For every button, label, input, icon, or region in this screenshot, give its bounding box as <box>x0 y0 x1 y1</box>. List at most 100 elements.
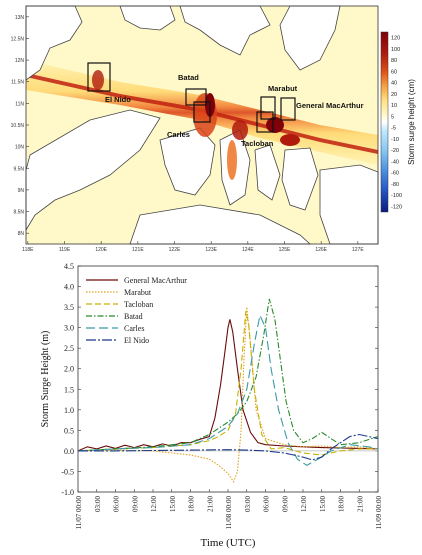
plot-frame <box>77 265 379 493</box>
legend-label: Carles <box>124 324 144 333</box>
y-tick-label: 2.5 <box>64 344 74 353</box>
lon-tick-label: 118E <box>22 247 34 253</box>
colorbar-tick-label: -100 <box>391 193 402 199</box>
label-general-macarthur: General MacArthur <box>296 101 364 110</box>
y-tick-label: 4.5 <box>64 262 74 271</box>
land-mindanao <box>319 164 379 245</box>
x-tick-label: 11/08 00:00 <box>225 496 233 530</box>
colorbar-tick-label: -10 <box>391 137 399 143</box>
series-line-marabut <box>77 307 379 483</box>
y-axis-ticks: -1.0 -0.5 0.0 0.5 1.0 1.5 2.0 2.5 3.0 3.5 4.0 4.5 <box>61 262 378 497</box>
colorbar-tick-label: -120 <box>391 204 402 210</box>
label-marabut: Marabut <box>268 84 298 93</box>
x-tick-label: 18:00 <box>188 496 196 512</box>
colorbar-tick-label: 120 <box>391 36 400 42</box>
legend-label: Batad <box>124 312 143 321</box>
colorbar-tick-label: 20 <box>391 92 397 98</box>
surge-core <box>26 73 378 154</box>
legend: General MacArthur Marabut Tacloban Batad Car… <box>86 276 187 345</box>
surge-timeseries-chart: -1.0 -0.5 0.0 0.5 1.0 1.5 2.0 2.5 3.0 3.5 4.0 4.5 1… <box>0 254 422 550</box>
box-batad <box>185 88 207 106</box>
map-svg: 8N 8.5N 9N 9.5N 10N 10.5N 11N 11.5N 12N 12.5N 13N 1… <box>11 5 416 253</box>
colorbar-tick-label: 80 <box>391 58 397 64</box>
land-leyte <box>281 147 319 211</box>
x-tick-label: 09:00 <box>281 496 289 512</box>
lon-tick-label: 119E <box>59 247 71 253</box>
storm-surge-map: 8N 8.5N 9N 9.5N 10N 10.5N 11N 11.5N 12N 12.5N 13N 1… <box>0 0 422 254</box>
colorbar-tick-label: 40 <box>391 81 397 87</box>
x-tick-label: 11/09 00:00 <box>375 496 383 530</box>
y-tick-label: 3.5 <box>64 303 74 312</box>
lat-tick-label: 9.5N <box>13 166 24 172</box>
series-line-el-nido <box>78 433 379 461</box>
series-line-batad <box>77 298 379 452</box>
y-tick-label: 1.0 <box>64 406 74 415</box>
lon-tick-label: 127E <box>352 247 364 253</box>
y-tick-label: -1.0 <box>61 488 74 497</box>
colorbar-label: Storm surge height (cm) <box>407 79 416 165</box>
lon-tick-label: 125E <box>279 247 291 253</box>
label-batad: Batad <box>178 73 199 82</box>
colorbar-tick-label: -60 <box>391 171 399 177</box>
y-tick-label: 4.0 <box>64 283 74 292</box>
box-tacloban <box>256 111 274 133</box>
x-tick-label: 12:00 <box>300 496 308 512</box>
lat-tick-label: 9N <box>18 188 25 194</box>
lon-tick-label: 124E <box>242 247 254 253</box>
series-lines <box>77 298 379 483</box>
lat-tick-label: 8N <box>18 231 25 237</box>
lat-tick-label: 12.5N <box>11 36 25 42</box>
lat-tick-label: 13N <box>15 15 25 21</box>
x-tick-label: 12:00 <box>150 496 158 512</box>
x-tick-label: 15:00 <box>169 496 177 512</box>
label-carles: Carles <box>167 130 190 139</box>
colorbar-tick-label: -80 <box>391 182 399 188</box>
place-labels: El Nido Batad Carles Marabut Tacloban Ge… <box>105 73 364 148</box>
lat-tick-label: 10.5N <box>11 123 25 129</box>
label-tacloban: Tacloban <box>241 139 274 148</box>
box-carles <box>193 101 211 123</box>
box-general-macarthur <box>280 97 296 121</box>
legend-label: General MacArthur <box>124 276 187 285</box>
land-northcentral <box>179 5 271 56</box>
lon-tick-label: 120E <box>95 247 107 253</box>
label-el-nido: El Nido <box>105 95 131 104</box>
colorbar-tick-label: 100 <box>391 47 400 53</box>
lon-tick-label: 122E <box>169 247 181 253</box>
x-tick-label: 15:00 <box>319 496 327 512</box>
y-tick-label: 3.0 <box>64 324 74 333</box>
x-tick-label: 11/07 00:00 <box>75 496 83 530</box>
land-cebu <box>254 144 281 201</box>
x-axis-label: Time (UTC) <box>201 537 256 549</box>
x-tick-label: 21:00 <box>206 496 214 512</box>
x-tick-label: 09:00 <box>131 496 139 512</box>
lon-tick-label: 121E <box>132 247 144 253</box>
x-tick-label: 03:00 <box>94 496 102 512</box>
legend-label: Marabut <box>124 288 152 297</box>
series-line-tacloban <box>77 311 378 456</box>
lon-tick-label: 126E <box>315 247 327 253</box>
legend-label: El Nido <box>124 336 149 345</box>
land-northwest <box>25 5 83 81</box>
lat-tick-label: 8.5N <box>13 210 24 216</box>
colorbar-tick-label: -5 <box>391 126 396 132</box>
land-masses <box>25 5 379 245</box>
lon-tick-label: 123E <box>205 247 217 253</box>
colorbar-tick-label: 5 <box>391 114 394 120</box>
y-tick-label: 1.5 <box>64 385 74 394</box>
colorbar-ticks: 120 100 80 60 40 20 10 5 -5 -10 -20 -40 -60 -80 -100 -1… <box>391 36 402 211</box>
x-tick-label: 21:00 <box>356 496 364 512</box>
x-tick-label: 03:00 <box>244 496 252 512</box>
colorbar-tick-label: 60 <box>391 69 397 75</box>
colorbar-tick-label: -20 <box>391 148 399 154</box>
colorbar-tick-label: 10 <box>391 103 397 109</box>
y-tick-label: 0.0 <box>64 447 74 456</box>
lat-tick-label: 12N <box>15 58 25 64</box>
y-axis-label: Storm Surge Height (m) <box>40 331 51 428</box>
land-samar-north <box>279 5 341 71</box>
lat-tick-label: 10N <box>15 145 25 151</box>
x-tick-label: 06:00 <box>263 496 271 512</box>
lat-tick-label: 11N <box>15 101 24 107</box>
chart-svg: -1.0 -0.5 0.0 0.5 1.0 1.5 2.0 2.5 3.0 3.5 4.0 4.5 1… <box>40 262 383 549</box>
legend-label: Tacloban <box>124 300 153 309</box>
